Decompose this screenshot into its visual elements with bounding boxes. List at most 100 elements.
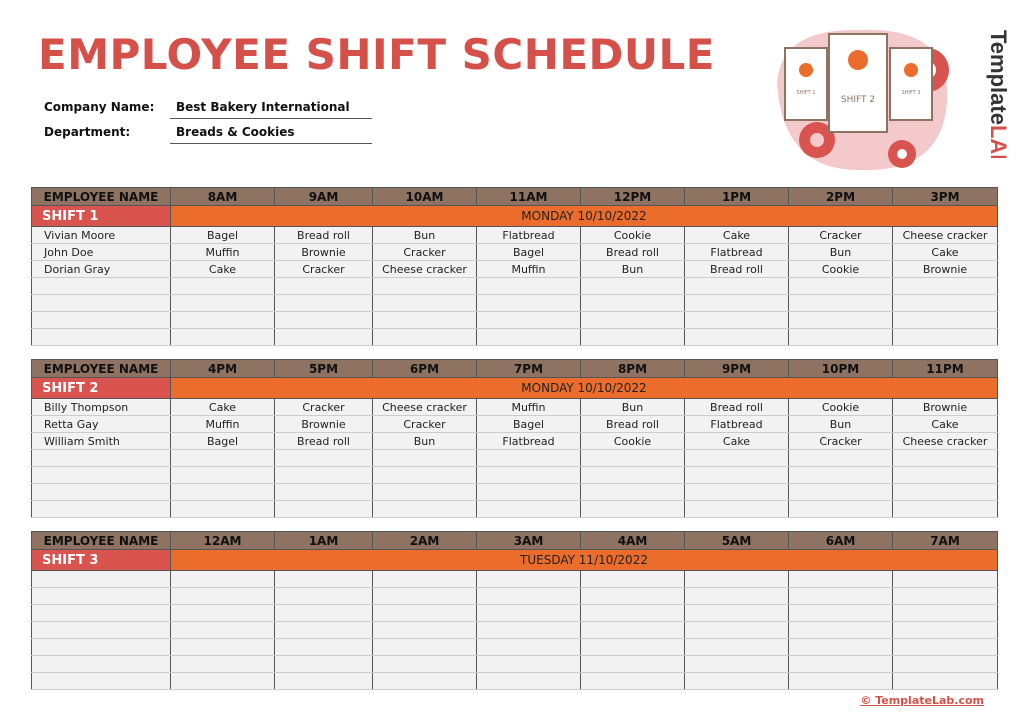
task-cell[interactable] [892,672,998,690]
task-cell[interactable] [170,277,275,295]
task-cell[interactable]: Bun [788,243,893,261]
task-cell[interactable] [684,311,789,329]
task-cell[interactable] [580,328,685,346]
task-cell[interactable] [788,449,893,467]
task-cell[interactable] [170,655,275,673]
task-cell[interactable]: Muffin [476,398,581,416]
task-cell[interactable] [476,655,581,673]
task-cell[interactable] [274,466,373,484]
task-cell[interactable]: Bun [372,432,477,450]
task-cell[interactable]: Bagel [476,243,581,261]
task-cell[interactable] [892,466,998,484]
task-cell[interactable] [788,604,893,622]
task-cell[interactable]: Cheese cracker [892,432,998,450]
task-cell[interactable] [476,621,581,639]
task-cell[interactable] [274,604,373,622]
task-cell[interactable] [170,672,275,690]
task-cell[interactable] [788,277,893,295]
task-cell[interactable] [892,638,998,656]
task-cell[interactable] [892,655,998,673]
task-cell[interactable] [580,294,685,312]
task-cell[interactable] [372,328,477,346]
task-cell[interactable] [476,672,581,690]
task-cell[interactable] [580,311,685,329]
task-cell[interactable] [892,570,998,588]
employee-name-cell[interactable] [31,570,171,588]
task-cell[interactable] [476,587,581,605]
task-cell[interactable] [892,621,998,639]
task-cell[interactable]: Cookie [580,226,685,244]
task-cell[interactable] [684,294,789,312]
task-cell[interactable] [892,311,998,329]
task-cell[interactable] [274,328,373,346]
task-cell[interactable] [580,483,685,501]
task-cell[interactable] [892,587,998,605]
task-cell[interactable]: Bagel [170,226,275,244]
task-cell[interactable]: Flatbread [476,432,581,450]
task-cell[interactable] [274,621,373,639]
task-cell[interactable] [274,655,373,673]
task-cell[interactable] [580,500,685,518]
task-cell[interactable] [372,277,477,295]
task-cell[interactable] [684,655,789,673]
task-cell[interactable]: Flatbread [476,226,581,244]
task-cell[interactable] [476,500,581,518]
task-cell[interactable] [788,328,893,346]
task-cell[interactable]: Muffin [476,260,581,278]
task-cell[interactable]: Cake [892,415,998,433]
task-cell[interactable]: Bun [580,398,685,416]
task-cell[interactable]: Bread roll [684,398,789,416]
task-cell[interactable] [372,672,477,690]
employee-name-cell[interactable] [31,483,171,501]
task-cell[interactable]: Cake [684,226,789,244]
task-cell[interactable] [170,570,275,588]
task-cell[interactable]: Brownie [274,415,373,433]
employee-name-cell[interactable] [31,294,171,312]
employee-name-cell[interactable]: William Smith [31,432,171,450]
task-cell[interactable] [788,587,893,605]
templatelab-link[interactable]: © TemplateLab.com [860,694,984,707]
task-cell[interactable] [274,570,373,588]
task-cell[interactable] [580,449,685,467]
employee-name-cell[interactable] [31,604,171,622]
task-cell[interactable]: Cracker [372,243,477,261]
task-cell[interactable] [788,621,893,639]
task-cell[interactable] [788,483,893,501]
task-cell[interactable] [684,638,789,656]
task-cell[interactable] [372,483,477,501]
task-cell[interactable] [580,466,685,484]
task-cell[interactable] [788,638,893,656]
task-cell[interactable]: Bread roll [580,415,685,433]
task-cell[interactable] [892,277,998,295]
task-cell[interactable]: Bread roll [274,226,373,244]
task-cell[interactable] [372,500,477,518]
task-cell[interactable] [580,570,685,588]
task-cell[interactable] [372,655,477,673]
task-cell[interactable] [892,604,998,622]
employee-name-cell[interactable]: Vivian Moore [31,226,171,244]
task-cell[interactable] [580,638,685,656]
task-cell[interactable] [892,500,998,518]
task-cell[interactable] [170,621,275,639]
task-cell[interactable]: Bagel [170,432,275,450]
task-cell[interactable] [684,672,789,690]
task-cell[interactable]: Bread roll [580,243,685,261]
task-cell[interactable] [580,621,685,639]
task-cell[interactable] [170,466,275,484]
task-cell[interactable]: Cheese cracker [372,260,477,278]
task-cell[interactable] [274,311,373,329]
task-cell[interactable] [476,449,581,467]
task-cell[interactable]: Cake [170,398,275,416]
task-cell[interactable] [580,587,685,605]
department-value[interactable]: Breads & Cookies [170,125,372,144]
task-cell[interactable] [476,328,581,346]
task-cell[interactable] [892,483,998,501]
task-cell[interactable] [892,328,998,346]
task-cell[interactable]: Bread roll [274,432,373,450]
company-value[interactable]: Best Bakery International [170,100,372,119]
employee-name-cell[interactable] [31,311,171,329]
employee-name-cell[interactable] [31,328,171,346]
employee-name-cell[interactable] [31,587,171,605]
task-cell[interactable]: Cracker [372,415,477,433]
task-cell[interactable] [684,500,789,518]
